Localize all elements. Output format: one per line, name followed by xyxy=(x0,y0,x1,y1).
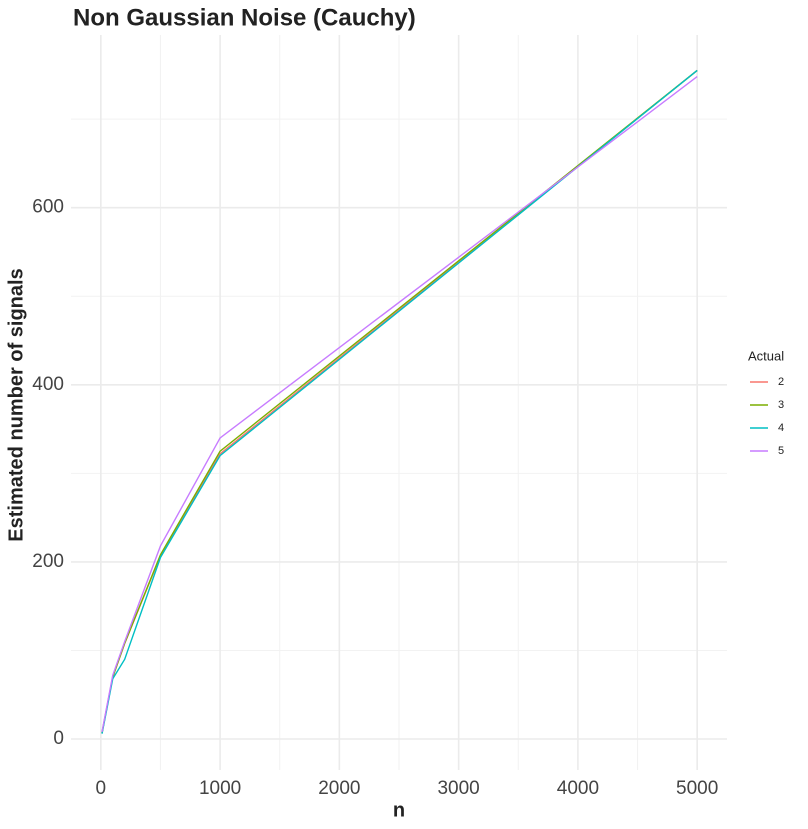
y-axis-title: Estimated number of signals xyxy=(5,268,27,541)
x-axis-title: n xyxy=(393,799,405,821)
y-tick-label: 0 xyxy=(53,728,64,749)
legend-label: 4 xyxy=(778,422,784,434)
y-tick-label: 200 xyxy=(32,551,64,572)
y-tick-label: 600 xyxy=(32,197,64,218)
line xyxy=(101,69,698,734)
grid xyxy=(71,35,727,770)
legend-label: 2 xyxy=(778,376,784,388)
x-tick-label: 1000 xyxy=(199,778,241,799)
chart-title: Non Gaussian Noise (Cauchy) xyxy=(73,4,416,31)
x-tick-label: 0 xyxy=(96,778,107,799)
x-tick-label: 3000 xyxy=(437,778,479,799)
line xyxy=(101,69,698,733)
x-tick-label: 5000 xyxy=(676,778,718,799)
legend-title: Actual xyxy=(748,348,784,363)
legend-label: 5 xyxy=(778,445,784,457)
legend-label: 3 xyxy=(778,399,784,411)
x-tick-label: 2000 xyxy=(318,778,360,799)
x-tick-label: 4000 xyxy=(557,778,599,799)
y-tick-label: 400 xyxy=(32,374,64,395)
line xyxy=(101,76,698,733)
line xyxy=(101,69,698,733)
